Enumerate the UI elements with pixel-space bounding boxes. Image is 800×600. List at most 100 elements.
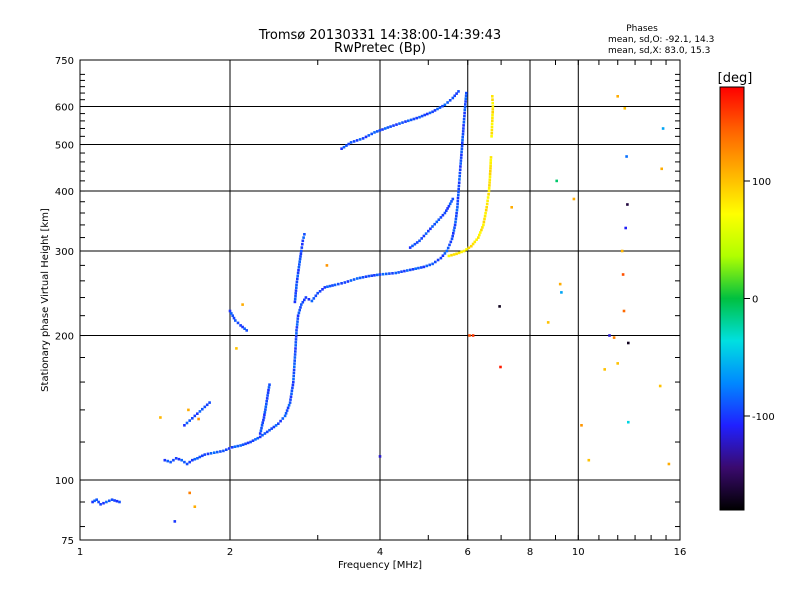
- colorbar-ticks: 100 0 -100: [744, 177, 775, 423]
- trace-point: [462, 118, 466, 121]
- trace-point: [487, 186, 491, 190]
- trace-point: [459, 156, 463, 159]
- trace-point: [299, 255, 302, 258]
- trace-point: [268, 428, 271, 432]
- trace-point: [296, 314, 300, 317]
- trace-point: [460, 144, 464, 148]
- trace-point: [314, 294, 318, 298]
- y-tick-label: 600: [55, 103, 74, 114]
- trace-point: [455, 214, 458, 218]
- trace-point: [349, 141, 353, 144]
- trace-point: [260, 424, 264, 427]
- trace-point: [478, 233, 481, 237]
- trace-point: [290, 392, 293, 396]
- scatter-point: [560, 291, 563, 294]
- trace-point: [488, 172, 492, 176]
- scatter-point: [173, 520, 177, 523]
- trace-point: [450, 237, 454, 241]
- trace-point: [460, 150, 463, 153]
- trace-point: [489, 167, 492, 170]
- trace-point: [462, 127, 465, 130]
- trace-point: [236, 321, 240, 325]
- y-tick-label: 400: [55, 187, 74, 198]
- trace-point: [408, 268, 412, 272]
- trace-point: [451, 96, 455, 100]
- trace-point: [288, 401, 292, 404]
- trace-point: [196, 412, 199, 415]
- trace-point: [489, 161, 492, 165]
- trace-point: [299, 252, 303, 255]
- trace-point: [445, 209, 448, 212]
- trace-point: [482, 220, 486, 224]
- trace-point: [400, 270, 403, 273]
- scatter-point: [620, 249, 624, 253]
- trace-point: [300, 246, 304, 249]
- trace-point: [490, 122, 494, 126]
- trace-point: [458, 178, 461, 181]
- trace-point: [244, 442, 247, 446]
- trace-point: [411, 244, 414, 248]
- trace-point: [491, 113, 494, 117]
- trace-point: [293, 356, 297, 359]
- trace-point: [188, 419, 191, 422]
- trace-point: [289, 398, 292, 401]
- trace-point: [293, 297, 297, 301]
- trace-point: [413, 242, 417, 246]
- trace-point: [163, 458, 167, 462]
- trace-point: [304, 296, 308, 299]
- trace-point: [203, 453, 207, 456]
- trace-point: [185, 462, 189, 466]
- trace-point: [245, 329, 248, 332]
- trace-point: [177, 457, 181, 461]
- trace-point: [462, 249, 466, 253]
- trace-point: [263, 410, 267, 414]
- trace-point: [480, 228, 483, 232]
- trace-point: [457, 187, 460, 191]
- trace-point: [301, 300, 305, 304]
- grid-lines: [80, 60, 680, 540]
- trace-point: [458, 171, 462, 175]
- trace-point: [361, 276, 365, 279]
- scatter-point: [471, 334, 475, 337]
- colorbar-tick-label: 100: [752, 177, 771, 188]
- trace-point: [465, 91, 468, 95]
- trace-point: [292, 371, 296, 375]
- trace-point: [447, 254, 451, 258]
- trace-point: [446, 246, 450, 250]
- trace-point: [463, 111, 466, 115]
- trace-point: [437, 218, 441, 221]
- trace-point: [234, 319, 237, 322]
- trace-point: [188, 460, 191, 464]
- trace-point: [209, 452, 213, 455]
- trace-point: [261, 421, 264, 424]
- trace-point: [455, 92, 458, 95]
- scatter-point: [197, 417, 200, 421]
- trace-point: [373, 274, 376, 277]
- trace-point: [294, 341, 298, 344]
- colorbar: [719, 86, 745, 511]
- trace-point: [451, 234, 454, 238]
- trace-point: [407, 119, 410, 123]
- trace-point: [463, 114, 466, 118]
- trace-point: [263, 432, 267, 435]
- trace-point: [291, 383, 295, 387]
- trace-point: [418, 239, 421, 243]
- x-tick-label: 8: [527, 547, 533, 558]
- trace-point: [460, 147, 464, 150]
- trace-point: [286, 406, 290, 410]
- trace-point: [297, 311, 301, 315]
- trace-point: [408, 246, 412, 249]
- trace-point: [292, 380, 295, 384]
- scatter-point: [159, 416, 162, 419]
- trace-point: [303, 233, 306, 236]
- trace-point: [491, 95, 494, 98]
- trace-point: [265, 430, 269, 434]
- trace-point: [449, 240, 453, 244]
- trace-point: [389, 125, 392, 128]
- trace-point: [395, 123, 398, 126]
- trace-point: [428, 263, 431, 267]
- trace-point: [296, 271, 300, 275]
- trace-point: [401, 121, 404, 124]
- trace-point: [433, 109, 437, 112]
- scatter-point: [188, 491, 191, 495]
